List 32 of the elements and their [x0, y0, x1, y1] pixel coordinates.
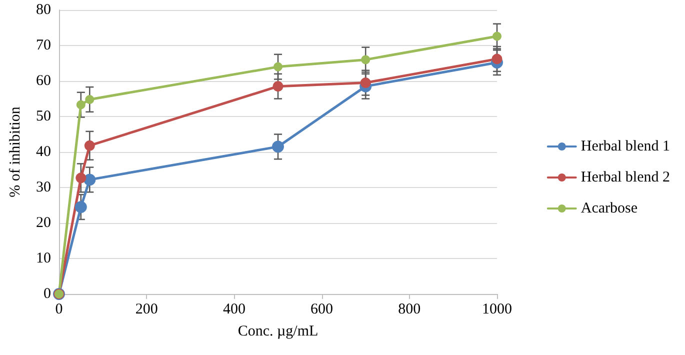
y-tick-label: 80 [36, 2, 51, 18]
point [274, 62, 282, 72]
point [74, 201, 87, 214]
point [272, 81, 284, 92]
point [492, 54, 502, 64]
point [76, 172, 86, 184]
point [361, 55, 370, 64]
y-tick-label: 60 [36, 73, 51, 89]
point [84, 140, 95, 151]
y-axis-title: % of inhibition [8, 106, 24, 198]
x-tick-label: 0 [55, 302, 63, 318]
y-tick-label: 40 [36, 144, 51, 160]
x-tick-label: 800 [398, 302, 421, 318]
y-tick-label: 10 [36, 250, 51, 266]
y-tick-label: 70 [36, 38, 51, 54]
point [492, 32, 502, 41]
legend-label: Acarbose [580, 200, 638, 216]
point [76, 100, 86, 110]
y-tick-label: 30 [36, 180, 51, 196]
point [360, 78, 371, 88]
legend-label: Herbal blend 1 [580, 138, 670, 154]
x-axis-title: Conc. µg/mL [238, 324, 318, 340]
x-tick-label: 1000 [482, 302, 512, 318]
point [85, 94, 94, 104]
x-tick-label: 200 [135, 302, 158, 318]
legend-label: Herbal blend 2 [580, 170, 670, 186]
y-tick-label: 20 [36, 215, 51, 231]
x-tick-label: 600 [310, 302, 334, 318]
y-tick-label: 0 [44, 286, 51, 302]
y-tick-label: 50 [36, 108, 51, 124]
x-tick-label: 400 [222, 302, 246, 318]
point [272, 140, 284, 153]
